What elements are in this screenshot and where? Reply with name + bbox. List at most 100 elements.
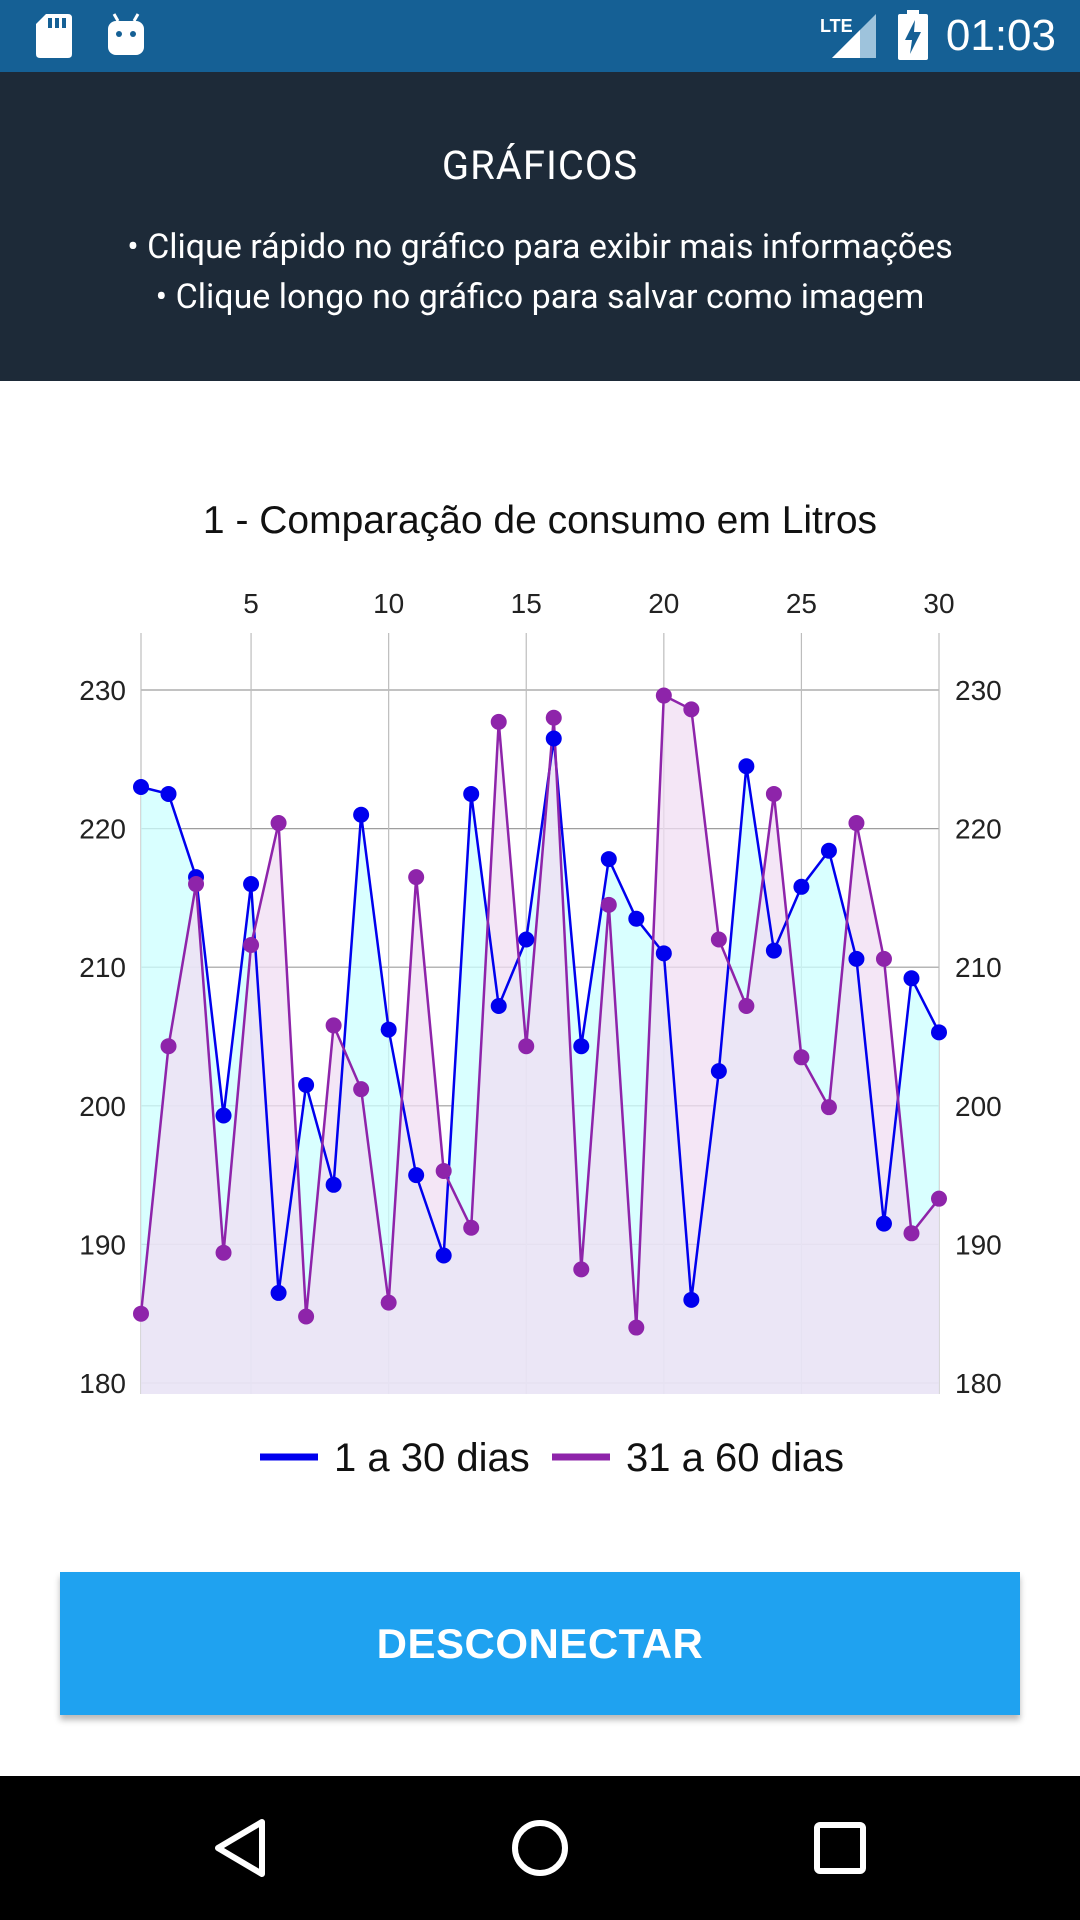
- y-tick-label-right: 200: [955, 1091, 1002, 1122]
- data-point-series-2: [353, 1081, 370, 1098]
- data-point-series-1: [490, 998, 507, 1015]
- navigation-bar: [0, 1776, 1080, 1920]
- x-tick-label: 25: [786, 588, 817, 619]
- data-point-series-1: [710, 1063, 727, 1080]
- hint-short-click: • Clique rápido no gráfico para exibir m…: [127, 227, 953, 267]
- data-point-series-2: [188, 876, 205, 893]
- data-point-series-2: [820, 1099, 837, 1116]
- android-debug-icon: [108, 13, 144, 55]
- data-point-series-1: [298, 1077, 315, 1094]
- y-tick-label-right: 220: [955, 814, 1002, 845]
- data-point-series-2: [133, 1305, 149, 1322]
- data-point-series-1: [463, 785, 480, 802]
- data-point-series-1: [353, 806, 370, 823]
- lte-signal-icon: LTE: [820, 14, 876, 58]
- data-point-series-2: [490, 713, 507, 730]
- data-point-series-2: [573, 1261, 590, 1278]
- data-point-series-1: [325, 1176, 342, 1193]
- data-point-series-1: [270, 1284, 287, 1301]
- chart-container[interactable]: 1 - Comparação de consumo em Litros 180 18…: [0, 381, 1080, 1776]
- data-point-series-2: [270, 815, 287, 832]
- data-point-series-2: [463, 1219, 480, 1236]
- data-point-series-2: [518, 1038, 535, 1055]
- header: GRÁFICOS • Clique rápido no gráfico para…: [0, 72, 1080, 381]
- data-point-series-1: [903, 970, 920, 987]
- data-point-series-2: [215, 1244, 232, 1261]
- x-tick-label: 15: [511, 588, 542, 619]
- y-tick-label-right: 190: [955, 1229, 1002, 1260]
- series-line-2: [139, 693, 940, 1328]
- data-point-series-2: [931, 1190, 947, 1207]
- y-tick-label-left: 190: [79, 1229, 126, 1260]
- data-point-series-1: [518, 931, 535, 948]
- legend-label-1: 1 a 30 dias: [334, 1436, 530, 1480]
- home-icon[interactable]: [510, 1818, 570, 1878]
- clock: 01:03: [945, 11, 1056, 60]
- data-point-series-1: [380, 1021, 397, 1038]
- hint-long-click: • Clique longo no gráfico para salvar co…: [155, 277, 925, 317]
- battery-charging-icon: [898, 10, 928, 60]
- x-tick-label: 30: [923, 588, 954, 619]
- data-point-series-1: [738, 758, 755, 775]
- data-point-series-2: [545, 709, 562, 726]
- data-point-series-1: [215, 1107, 232, 1124]
- y-tick-label-left: 210: [79, 952, 126, 983]
- data-point-series-1: [875, 1215, 892, 1232]
- data-point-series-2: [765, 785, 782, 802]
- data-point-series-1: [848, 950, 865, 967]
- y-tick-label-right: 180: [955, 1368, 1002, 1399]
- data-point-series-2: [628, 1319, 645, 1336]
- series-area-2: [141, 695, 939, 1394]
- data-point-series-2: [710, 931, 727, 948]
- sd-card-icon: [36, 14, 72, 58]
- y-tick-label-right: 210: [955, 952, 1002, 983]
- data-point-series-1: [573, 1038, 590, 1055]
- x-tick-label: 10: [373, 588, 404, 619]
- data-point-series-2: [875, 950, 892, 967]
- svg-text:LTE: LTE: [820, 16, 853, 36]
- data-point-series-2: [435, 1162, 452, 1179]
- data-point-series-1: [408, 1167, 425, 1184]
- data-point-series-1: [683, 1291, 700, 1308]
- x-tick-label: 20: [648, 588, 679, 619]
- status-bar: LTE 01:03: [0, 0, 1080, 72]
- page-title: GRÁFICOS: [441, 142, 639, 189]
- data-point-series-2: [848, 815, 865, 832]
- data-point-series-1: [793, 878, 810, 895]
- y-tick-label-right: 230: [955, 675, 1002, 706]
- legend-label-2: 31 a 60 dias: [626, 1436, 844, 1480]
- data-point-series-1: [628, 910, 645, 927]
- x-tick-label: 5: [243, 588, 259, 619]
- disconnect-button[interactable]: DESCONECTAR: [60, 1572, 1020, 1715]
- data-point-series-1: [600, 851, 617, 868]
- recents-icon[interactable]: [812, 1820, 868, 1876]
- line-chart[interactable]: 1 - Comparação de consumo em Litros 180 18…: [0, 381, 1080, 1541]
- y-tick-label-left: 180: [79, 1368, 126, 1399]
- data-point-series-1: [820, 842, 837, 859]
- data-point-series-2: [160, 1038, 177, 1055]
- data-point-series-1: [435, 1247, 452, 1264]
- data-point-series-2: [380, 1294, 397, 1311]
- data-point-series-2: [683, 701, 700, 718]
- data-point-series-2: [298, 1308, 315, 1325]
- chart-title: 1 - Comparação de consumo em Litros: [203, 499, 877, 542]
- data-point-series-1: [133, 779, 149, 796]
- y-tick-label-left: 220: [79, 814, 126, 845]
- data-point-series-1: [931, 1024, 947, 1041]
- data-point-series-2: [408, 869, 425, 886]
- data-point-series-2: [655, 687, 672, 704]
- data-point-series-2: [793, 1049, 810, 1066]
- data-point-series-2: [325, 1017, 342, 1034]
- data-point-series-1: [655, 945, 672, 962]
- data-point-series-2: [600, 896, 617, 913]
- y-tick-label-left: 230: [79, 675, 126, 706]
- data-point-series-2: [243, 937, 260, 954]
- y-tick-label-left: 200: [79, 1091, 126, 1122]
- data-point-series-1: [545, 730, 562, 747]
- data-point-series-1: [160, 785, 177, 802]
- data-point-series-1: [765, 942, 782, 959]
- data-point-series-1: [243, 876, 260, 893]
- data-point-series-2: [903, 1225, 920, 1242]
- back-icon[interactable]: [210, 1818, 270, 1878]
- data-point-series-2: [738, 998, 755, 1015]
